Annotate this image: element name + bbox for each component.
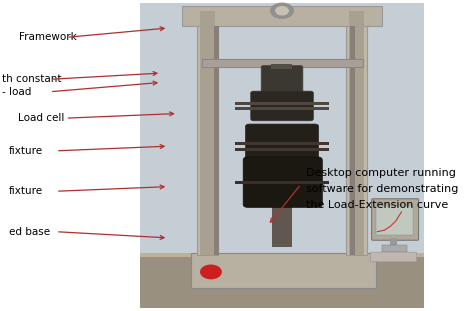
FancyBboxPatch shape <box>246 124 319 163</box>
FancyBboxPatch shape <box>200 11 215 254</box>
FancyBboxPatch shape <box>251 91 313 121</box>
Text: Framework: Framework <box>19 32 77 42</box>
FancyBboxPatch shape <box>382 245 407 252</box>
FancyBboxPatch shape <box>140 3 424 308</box>
FancyBboxPatch shape <box>271 64 292 69</box>
FancyBboxPatch shape <box>182 6 382 26</box>
FancyBboxPatch shape <box>140 254 424 308</box>
Text: software for demonstrating: software for demonstrating <box>306 184 458 194</box>
Text: Load cell: Load cell <box>18 113 64 123</box>
FancyBboxPatch shape <box>390 238 397 245</box>
Text: Desktop computer running: Desktop computer running <box>306 168 456 178</box>
Text: - load: - load <box>2 87 32 97</box>
Text: fixture: fixture <box>9 186 43 196</box>
FancyBboxPatch shape <box>235 181 329 184</box>
Text: fixture: fixture <box>9 146 43 156</box>
FancyBboxPatch shape <box>350 26 356 254</box>
FancyBboxPatch shape <box>243 157 322 207</box>
FancyBboxPatch shape <box>235 102 329 105</box>
FancyBboxPatch shape <box>235 142 329 146</box>
FancyBboxPatch shape <box>235 107 329 110</box>
Circle shape <box>271 3 293 18</box>
Text: the Load-Extension curve: the Load-Extension curve <box>306 200 448 210</box>
FancyBboxPatch shape <box>214 26 219 254</box>
FancyBboxPatch shape <box>202 58 363 67</box>
FancyBboxPatch shape <box>376 206 413 235</box>
FancyBboxPatch shape <box>261 66 303 96</box>
FancyBboxPatch shape <box>371 252 417 262</box>
FancyBboxPatch shape <box>140 253 424 257</box>
Circle shape <box>201 265 221 279</box>
Text: th constant: th constant <box>2 74 62 84</box>
FancyBboxPatch shape <box>349 11 364 254</box>
Text: ed base: ed base <box>9 227 50 237</box>
FancyBboxPatch shape <box>372 199 419 240</box>
FancyBboxPatch shape <box>272 203 292 247</box>
FancyBboxPatch shape <box>235 148 329 151</box>
FancyBboxPatch shape <box>197 11 218 254</box>
FancyBboxPatch shape <box>191 253 376 288</box>
Circle shape <box>276 7 288 15</box>
FancyBboxPatch shape <box>346 11 367 254</box>
